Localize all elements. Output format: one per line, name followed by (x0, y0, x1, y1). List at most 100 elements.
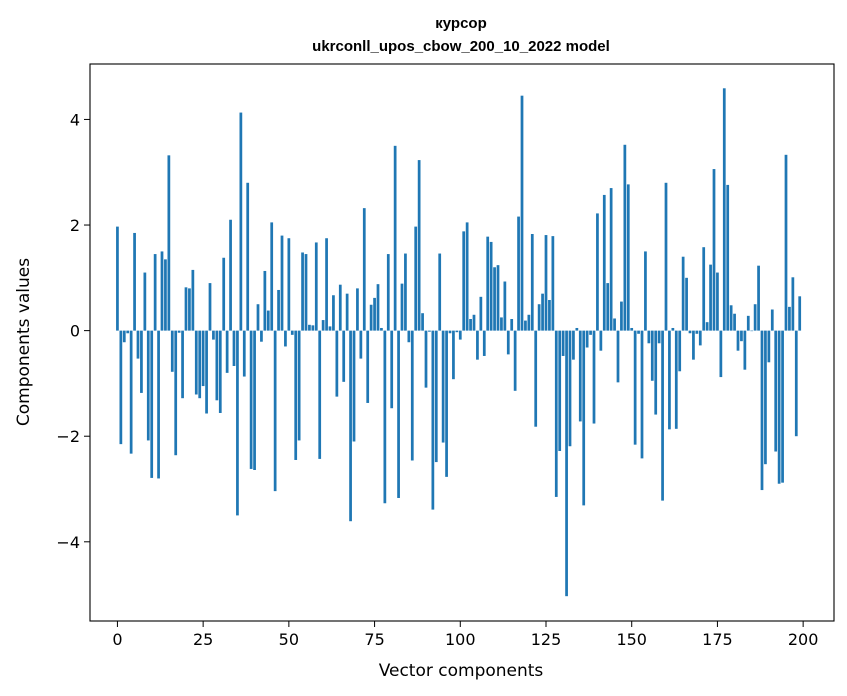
bar-98 (452, 330, 455, 380)
bar-86 (410, 330, 414, 461)
bar-104 (472, 314, 476, 331)
bar-12 (157, 330, 160, 479)
bar-99 (455, 330, 459, 333)
bar-161 (668, 330, 671, 430)
bar-49 (284, 330, 287, 347)
bar-133 (572, 330, 575, 360)
bar-152 (637, 330, 640, 334)
bar-18 (177, 330, 181, 333)
bar-68 (349, 330, 352, 522)
bar-19 (181, 330, 184, 399)
y-tick-label: 0 (70, 322, 80, 341)
bar-103 (469, 319, 472, 331)
bar-113 (503, 281, 507, 331)
bar-8 (143, 272, 147, 331)
bar-39 (249, 330, 253, 469)
plot-frame (89, 63, 835, 622)
bar-193 (777, 330, 781, 484)
bar-21 (188, 288, 191, 331)
bar-72 (362, 208, 366, 331)
bar-15 (167, 155, 171, 331)
bar-192 (774, 330, 778, 452)
bar-115 (510, 319, 514, 331)
bar-162 (671, 327, 675, 331)
bar-73 (366, 330, 370, 403)
bar-69 (352, 330, 356, 442)
bar-108 (486, 236, 490, 331)
bar-105 (476, 330, 479, 360)
bar-157 (654, 330, 658, 415)
bar-142 (602, 194, 606, 331)
bar-124 (541, 293, 544, 331)
x-tick-label: 150 (616, 630, 647, 649)
bar-65 (338, 284, 342, 331)
bar-126 (548, 300, 551, 331)
bar-1 (119, 330, 123, 445)
bar-170 (698, 330, 702, 346)
x-axis-label: Vector components (379, 661, 544, 681)
bar-64 (335, 330, 339, 397)
bar-22 (191, 269, 195, 331)
bar-179 (729, 305, 733, 331)
bar-3 (126, 330, 130, 334)
bar-111 (496, 265, 500, 331)
bar-117 (517, 216, 520, 331)
bar-156 (650, 330, 654, 381)
bar-77 (380, 327, 383, 331)
bar-188 (760, 330, 764, 491)
bar-16 (170, 330, 174, 372)
bar-160 (664, 182, 668, 331)
y-tick-label: −2 (56, 427, 80, 446)
bar-100 (458, 330, 462, 340)
bar-134 (575, 327, 579, 331)
bar-129 (558, 330, 562, 451)
bar-197 (791, 277, 795, 331)
bar-165 (681, 256, 685, 331)
bar-121 (530, 234, 534, 331)
bar-190 (767, 330, 771, 363)
bar-90 (424, 330, 428, 388)
bar-196 (788, 306, 791, 331)
bar-85 (407, 330, 411, 343)
bar-4 (129, 330, 133, 454)
bar-40 (253, 330, 256, 470)
bar-84 (404, 253, 407, 331)
bar-116 (513, 330, 517, 391)
bar-118 (520, 95, 524, 331)
bar-62 (328, 326, 332, 331)
bar-194 (781, 330, 784, 483)
bar-143 (606, 283, 610, 331)
bar-122 (534, 330, 538, 427)
bar-136 (582, 330, 586, 506)
bar-83 (400, 283, 404, 331)
bar-38 (246, 182, 250, 331)
bar-101 (462, 231, 466, 331)
bar-56 (308, 324, 311, 331)
bar-34 (232, 330, 236, 366)
bar-35 (236, 330, 239, 516)
bar-131 (565, 330, 568, 597)
bar-0 (116, 226, 119, 331)
y-tick-label: 2 (70, 216, 80, 235)
x-tick-label: 100 (445, 630, 476, 649)
bar-20 (184, 287, 188, 331)
y-tick-label: −4 (56, 533, 80, 552)
bar-50 (287, 238, 291, 331)
bar-187 (757, 265, 760, 331)
bar-172 (705, 322, 709, 331)
bar-52 (294, 330, 298, 460)
bar-184 (746, 315, 750, 331)
bar-30 (218, 330, 222, 413)
y-tick-label: 4 (70, 110, 80, 129)
bar-109 (489, 241, 493, 331)
bar-175 (716, 272, 719, 331)
bar-36 (239, 112, 243, 331)
x-tick-label: 75 (364, 630, 384, 649)
bar-110 (493, 267, 496, 331)
bar-26 (205, 330, 208, 414)
bar-70 (356, 288, 359, 331)
bar-32 (225, 330, 229, 373)
bar-163 (674, 330, 678, 429)
bar-147 (620, 301, 623, 331)
bar-166 (685, 277, 688, 331)
